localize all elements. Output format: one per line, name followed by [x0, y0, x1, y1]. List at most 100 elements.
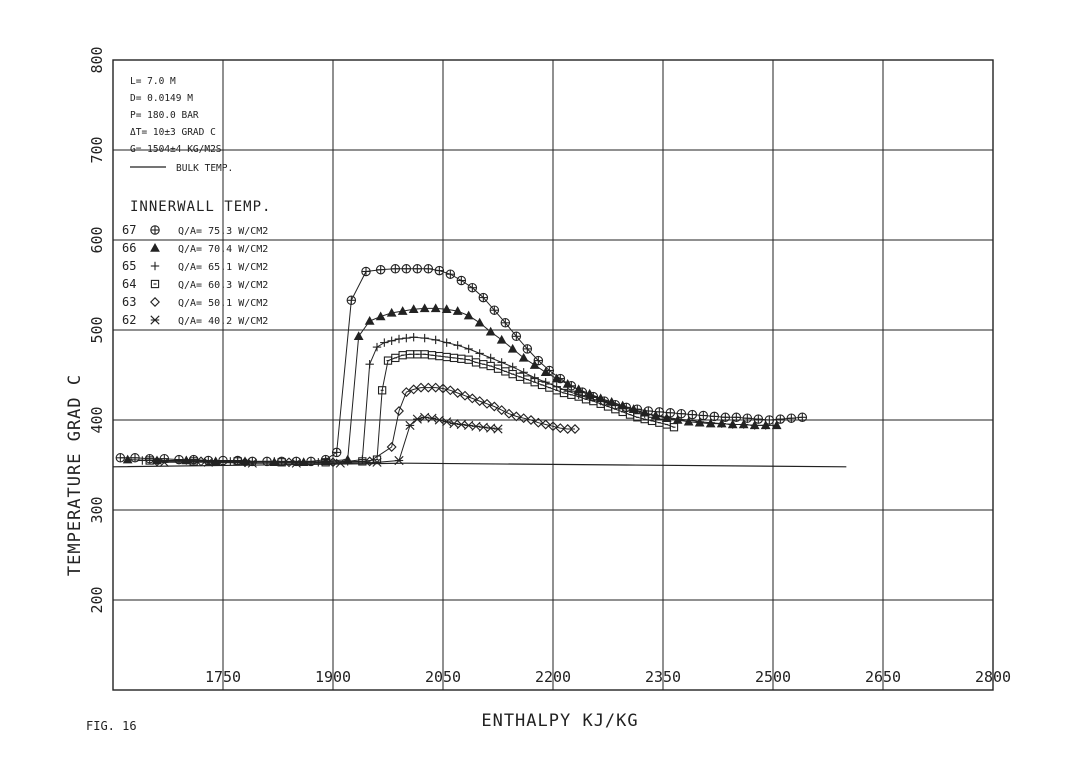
- series-62-point-2: [247, 458, 257, 468]
- series-63-point-4: [328, 457, 338, 468]
- series-67-point-31: [522, 344, 533, 354]
- series-63-line: [157, 387, 575, 463]
- series-66-point-23: [507, 343, 518, 353]
- series-62-point-19: [493, 424, 503, 434]
- series-65-point-14: [420, 333, 429, 343]
- series-66-point-0: [122, 454, 133, 464]
- legend-num-66: 66: [122, 241, 136, 255]
- series-66-point-16: [430, 303, 441, 313]
- x-tick-label-2500: 2500: [755, 668, 791, 686]
- series-65-point-17: [453, 341, 462, 350]
- series-63-point-18: [474, 396, 485, 407]
- series-65-point-8: [372, 342, 382, 352]
- grid: [113, 59, 993, 690]
- series-62-point-4: [335, 458, 345, 468]
- legend-title: INNERWALL TEMP.: [130, 199, 271, 215]
- parameter-0: L= 7.0 M: [130, 76, 176, 87]
- series-66-point-27: [551, 373, 562, 383]
- series-66-point-15: [419, 303, 430, 313]
- x-tick-label-2050: 2050: [425, 668, 461, 686]
- series-65-point-10: [387, 336, 396, 345]
- series-65-point-45: [761, 421, 770, 430]
- series-62-point-9: [420, 412, 430, 422]
- series-67-point-0: [115, 453, 126, 463]
- series-64-point-46: [662, 420, 671, 429]
- series-67-point-21: [412, 264, 423, 274]
- figure-label: FIG. 16: [86, 719, 137, 733]
- series-67-point-48: [709, 411, 720, 422]
- series-64-point-7: [377, 386, 387, 395]
- series-66-point-13: [397, 306, 408, 315]
- legend-label-65: Q/A= 65.1 W/CM2: [178, 262, 268, 273]
- series-63-point-22: [504, 408, 514, 419]
- legend-marker-67: [150, 225, 160, 235]
- parameter-2: P= 180.0 BAR: [130, 110, 199, 121]
- series-65-point-1: [182, 456, 191, 465]
- series-63-point-31: [570, 424, 580, 434]
- series-67-point-49: [720, 412, 731, 423]
- y-axis-title: TEMPERATURE GRAD C: [65, 374, 85, 576]
- y-tick-label-400: 400: [88, 406, 106, 433]
- series-67-point-27: [478, 292, 489, 303]
- series-62-point-8: [412, 414, 422, 424]
- series-66-point-19: [463, 310, 474, 320]
- series-65-point-0: [138, 456, 147, 465]
- series-63-point-30: [562, 424, 573, 434]
- series-67-point-15: [331, 447, 342, 458]
- legend-num-63: 63: [122, 295, 136, 309]
- series-66-point-10: [364, 315, 375, 325]
- series-65-point-39: [695, 417, 704, 426]
- series-67-point-52: [753, 414, 764, 424]
- series-67-point-45: [676, 408, 687, 419]
- series-62-point-1: [203, 457, 213, 467]
- y-tick-labels: 200 300 400 500 600 700 800: [88, 46, 106, 613]
- series-63-point-28: [548, 421, 558, 432]
- plot-border: [112, 59, 994, 691]
- series-63-point-14: [445, 385, 456, 396]
- series-65-point-34: [640, 409, 649, 418]
- series-67-point-25: [456, 275, 467, 286]
- series-67-point-16: [346, 295, 357, 306]
- series-65-point-11: [394, 334, 404, 344]
- series-65-point-12: [402, 333, 411, 343]
- series-67-point-29: [500, 318, 511, 328]
- series-65-point-44: [750, 421, 759, 430]
- series-66-point-14: [408, 304, 419, 314]
- series-65-point-7: [365, 360, 374, 369]
- series-62-point-6: [394, 455, 404, 466]
- legend-label-64: Q/A= 60.3 W/CM2: [178, 280, 268, 291]
- series-63-point-11: [423, 382, 434, 393]
- bulk-temp-polyline: [112, 462, 847, 468]
- series-65-point-36: [662, 413, 671, 422]
- series-62-point-3: [291, 458, 301, 468]
- series-66: [122, 303, 782, 467]
- series-65-point-16: [442, 338, 451, 347]
- series-65: [138, 333, 770, 467]
- series-67-point-55: [786, 413, 797, 423]
- series-64-point-20: [471, 358, 481, 367]
- series-62-point-14: [456, 419, 466, 430]
- series-65-point-18: [464, 344, 473, 354]
- series-63-point-23: [511, 411, 522, 422]
- series-64-point-21: [479, 360, 488, 369]
- x-tick-label-1750: 1750: [205, 668, 241, 686]
- series-65-point-42: [728, 420, 737, 429]
- series-63: [152, 382, 580, 468]
- series-67-point-22: [423, 264, 434, 274]
- y-tick-label-600: 600: [88, 226, 106, 253]
- series-63-point-16: [460, 390, 470, 401]
- series-67-point-54: [775, 414, 786, 424]
- legend-label-63: Q/A= 50.1 W/CM2: [178, 298, 268, 309]
- series-63-point-10: [416, 382, 426, 393]
- y-tick-label-700: 700: [88, 136, 106, 163]
- series-67-point-32: [533, 355, 544, 366]
- series-66-point-12: [386, 307, 397, 317]
- legend-num-67: 67: [122, 223, 136, 237]
- series-67-point-7: [218, 455, 228, 466]
- series-62-point-13: [449, 419, 459, 429]
- series-67-point-1: [130, 453, 140, 463]
- series-67-point-50: [731, 412, 742, 423]
- series-62-point-15: [464, 420, 474, 430]
- series-group: [115, 264, 808, 468]
- series-62-point-16: [471, 421, 481, 431]
